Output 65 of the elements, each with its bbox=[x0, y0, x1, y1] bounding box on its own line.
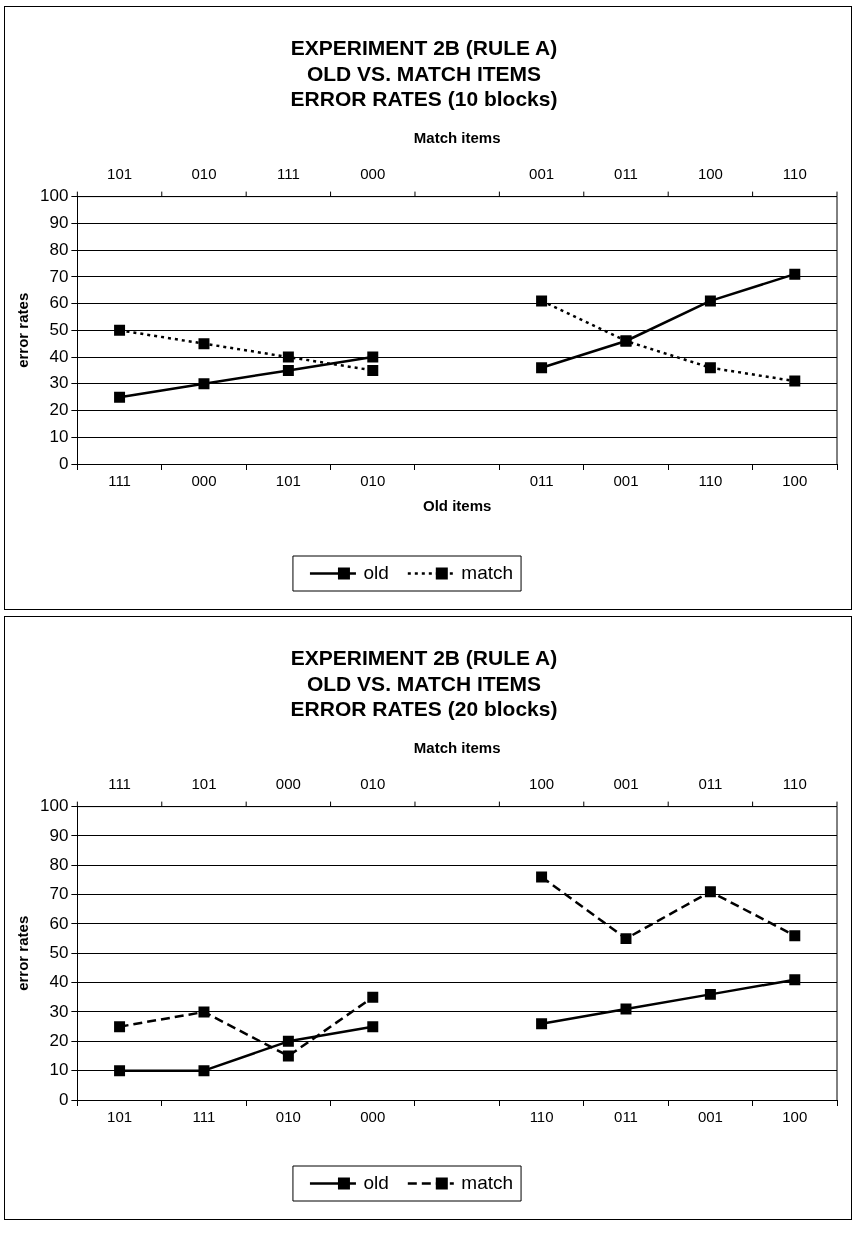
x-tick-label: 101 bbox=[275, 472, 301, 490]
y-tick-label: 90 bbox=[49, 213, 69, 233]
x-tick-label: 000 bbox=[360, 1108, 386, 1126]
legend-label: old bbox=[363, 1171, 389, 1193]
text: 010 bbox=[360, 774, 386, 792]
y-tick-label: 80 bbox=[49, 239, 69, 259]
y-tick-label: 50 bbox=[49, 319, 69, 339]
text: 000 bbox=[360, 164, 386, 182]
x-tick-label: 010 bbox=[275, 1108, 301, 1126]
y-tick-label: 90 bbox=[49, 825, 69, 845]
x-tick-label: 100 bbox=[782, 1108, 808, 1126]
x-axis-title: Old items bbox=[423, 497, 492, 515]
x-tick-label: 110 bbox=[529, 1108, 554, 1126]
text: 101 bbox=[107, 164, 133, 182]
legend-label: match bbox=[461, 561, 514, 583]
y-tick-label: 40 bbox=[49, 346, 69, 366]
x-tick-label: 111 bbox=[192, 1108, 216, 1126]
legend-label: old bbox=[363, 561, 389, 583]
y-tick-label: 0 bbox=[58, 1089, 69, 1109]
y-tick-label: 60 bbox=[49, 293, 69, 313]
y-tick-label: 50 bbox=[49, 942, 69, 962]
y-tick-label: 20 bbox=[49, 1031, 69, 1051]
text: 000 bbox=[275, 774, 301, 792]
text: 110 bbox=[782, 774, 807, 792]
y-tick-label: 60 bbox=[49, 913, 69, 933]
y-axis-title: error rates bbox=[14, 915, 32, 991]
text: 100 bbox=[529, 774, 555, 792]
x-tick-label: 101 bbox=[107, 1108, 133, 1126]
text: 100 bbox=[697, 164, 723, 182]
x-tick-label: 001 bbox=[613, 472, 639, 490]
text: 001 bbox=[613, 774, 639, 792]
y-tick-label: 0 bbox=[58, 453, 69, 473]
text: 010 bbox=[191, 164, 217, 182]
x2-axis-title: Match items bbox=[413, 128, 501, 146]
x2-axis-title: Match items bbox=[413, 738, 501, 756]
y-tick-label: 100 bbox=[39, 186, 69, 206]
x-tick-label: 010 bbox=[360, 472, 386, 490]
y-tick-label: 10 bbox=[49, 1060, 69, 1080]
text: 001 bbox=[529, 164, 555, 182]
x-tick-label: 001 bbox=[697, 1108, 723, 1126]
y-tick-label: 80 bbox=[49, 854, 69, 874]
text: 011 bbox=[698, 774, 723, 792]
x-tick-label: 011 bbox=[529, 472, 554, 490]
text: 111 bbox=[276, 164, 300, 182]
x-tick-label: 011 bbox=[614, 1108, 638, 1126]
y-tick-label: 30 bbox=[49, 373, 69, 393]
y-tick-label: 70 bbox=[49, 884, 69, 904]
y-tick-label: 10 bbox=[49, 426, 69, 446]
chart-title: EXPERIMENT 2B (RULE A) OLD VS. MATCH ITEMS ERROR RATES (20 blocks) bbox=[290, 646, 558, 720]
legend-label: match bbox=[461, 1171, 514, 1193]
text: 110 bbox=[782, 164, 807, 182]
y-axis-title: error rates bbox=[14, 292, 32, 368]
x-tick-label: 100 bbox=[782, 472, 808, 490]
text: 111 bbox=[108, 774, 131, 792]
y-tick-label: 100 bbox=[39, 796, 69, 816]
y-tick-label: 30 bbox=[49, 1001, 69, 1021]
text: 101 bbox=[191, 774, 217, 792]
x-tick-label: 110 bbox=[698, 472, 723, 490]
chart-title: EXPERIMENT 2B (RULE A) OLD VS. MATCH ITEMS ERROR RATES (10 blocks) bbox=[290, 36, 558, 110]
y-tick-label: 20 bbox=[49, 400, 69, 420]
x-tick-label: 000 bbox=[191, 472, 217, 490]
y-tick-label: 40 bbox=[49, 972, 69, 992]
text: 011 bbox=[614, 164, 638, 182]
x-tick-label: 111 bbox=[108, 472, 131, 490]
y-tick-label: 70 bbox=[49, 266, 69, 286]
